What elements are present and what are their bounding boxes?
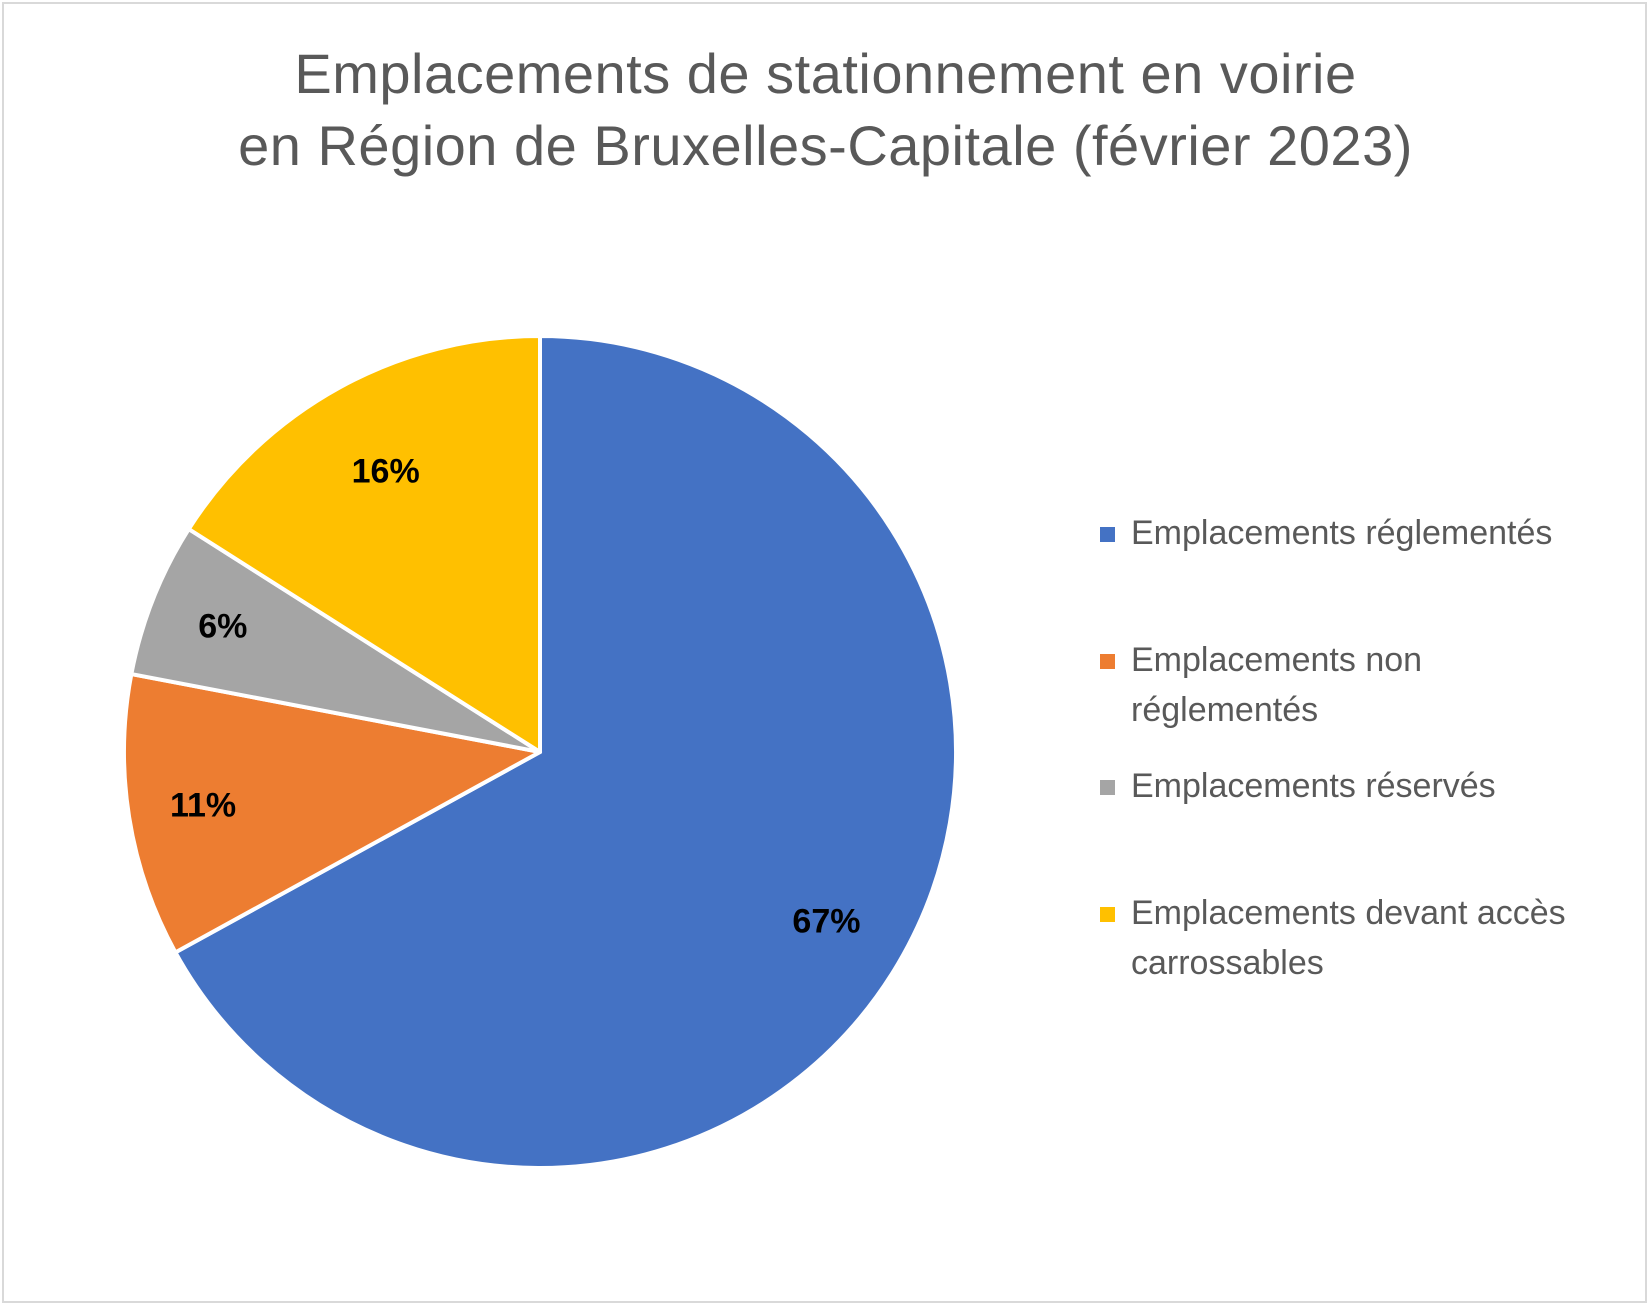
slice-data-label: 11% xyxy=(170,786,236,824)
legend-label: Emplacements devant accès carrossables xyxy=(1131,894,1566,982)
legend-item-non-reglementes: Emplacements non réglementés xyxy=(1100,635,1461,735)
legend-label: Emplacements réservés xyxy=(1131,767,1496,805)
legend-label: Emplacements non réglementés xyxy=(1131,641,1423,729)
pie-slice-labels: 67% 11% 6% 16% xyxy=(170,452,861,940)
legend-swatch xyxy=(1100,780,1115,795)
legend-swatch xyxy=(1100,654,1115,669)
chart-title-line-2: en Région de Bruxelles-Capitale (février… xyxy=(238,114,1413,177)
slice-non-reglementes xyxy=(122,672,542,955)
slice-reglementes xyxy=(173,334,958,1170)
chart-title: Emplacements de stationnement en voirie … xyxy=(0,38,1651,182)
legend-swatch xyxy=(1100,527,1115,542)
slice-data-label: 6% xyxy=(198,607,247,645)
legend-item-reserves: Emplacements réservés xyxy=(1100,761,1611,811)
slice-reserves xyxy=(129,527,542,754)
pie-slices xyxy=(122,334,958,1170)
slice-data-label: 67% xyxy=(792,902,860,940)
chart-title-line-1: Emplacements de stationnement en voirie xyxy=(294,42,1357,105)
legend-item-acces-carrossables: Emplacements devant accès carrossables xyxy=(1100,888,1611,988)
legend-label: Emplacements réglementés xyxy=(1131,514,1553,552)
slice-data-label: 16% xyxy=(352,452,420,490)
legend-item-reglementes: Emplacements réglementés xyxy=(1100,508,1611,558)
slice-acces-carrossables xyxy=(186,334,542,754)
legend-swatch xyxy=(1100,907,1115,922)
